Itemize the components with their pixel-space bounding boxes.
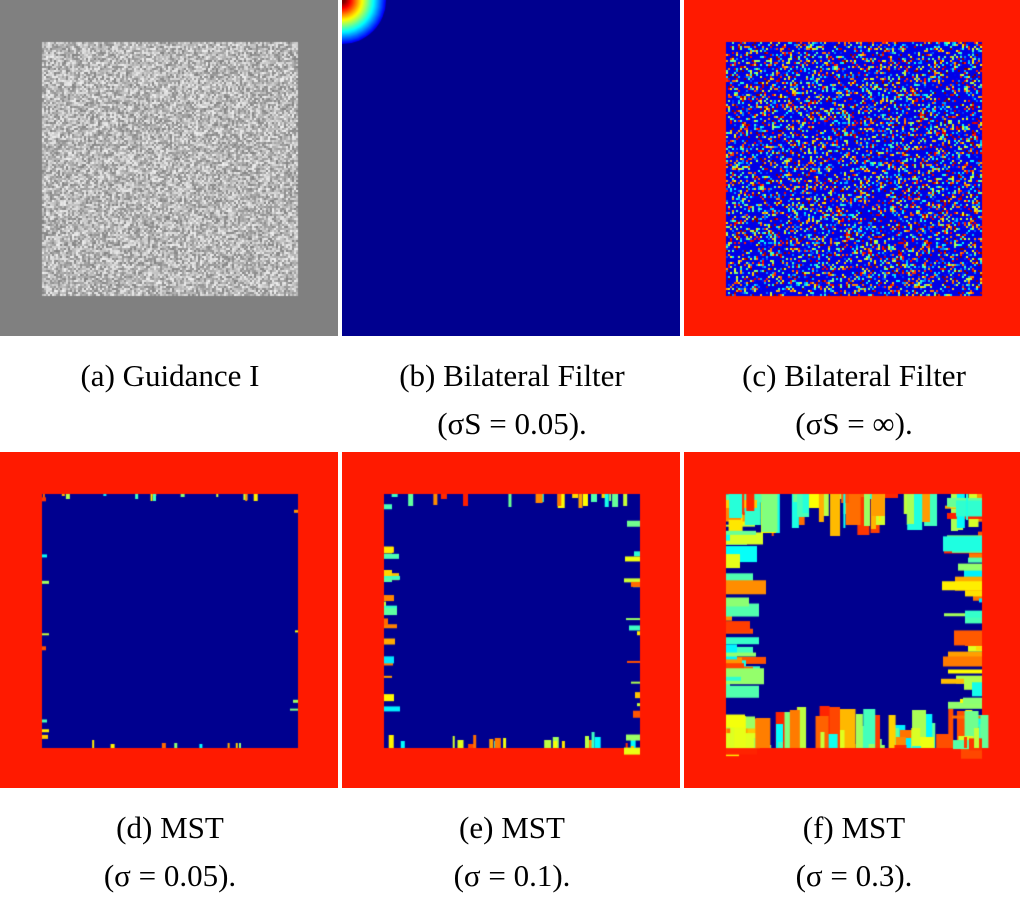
caption-e-line1: (e) MST — [459, 810, 565, 845]
caption-e-line2: (σ = 0.1). — [453, 858, 571, 893]
panel-c-image — [684, 0, 1020, 336]
caption-b: (b) Bilateral Filter (σS = 0.05). — [342, 352, 682, 448]
caption-d: (d) MST (σ = 0.05). — [0, 804, 340, 900]
panel-b-image — [342, 0, 680, 336]
caption-f: (f) MST (σ = 0.3). — [684, 804, 1020, 900]
caption-c-line2: (σS = ∞). — [795, 406, 913, 441]
panel-d-image — [0, 452, 338, 788]
caption-d-line2: (σ = 0.05). — [103, 858, 237, 893]
caption-c-line1: (c) Bilateral Filter — [742, 358, 966, 393]
caption-b-line2: (σS = 0.05). — [437, 406, 587, 441]
panel-f-image — [684, 452, 1020, 788]
mst-sigma-005-image — [0, 452, 338, 788]
caption-c: (c) Bilateral Filter (σS = ∞). — [684, 352, 1020, 448]
guidance-noise-image — [0, 0, 338, 336]
panel-e-image — [342, 452, 680, 788]
bilateral-filter-small-sigma-image — [342, 0, 680, 336]
caption-a: (a) Guidance I — [0, 352, 340, 400]
bilateral-filter-inf-sigma-image — [684, 0, 1020, 336]
mst-sigma-03-image — [684, 452, 1020, 788]
mst-sigma-01-image — [342, 452, 680, 788]
caption-d-line1: (d) MST — [116, 810, 224, 845]
caption-e: (e) MST (σ = 0.1). — [342, 804, 682, 900]
caption-b-line1: (b) Bilateral Filter — [399, 358, 625, 393]
panel-a-image — [0, 0, 338, 336]
caption-f-line1: (f) MST — [802, 810, 906, 845]
caption-a-line1: (a) Guidance I — [80, 358, 260, 393]
caption-f-line2: (σ = 0.3). — [795, 858, 913, 893]
